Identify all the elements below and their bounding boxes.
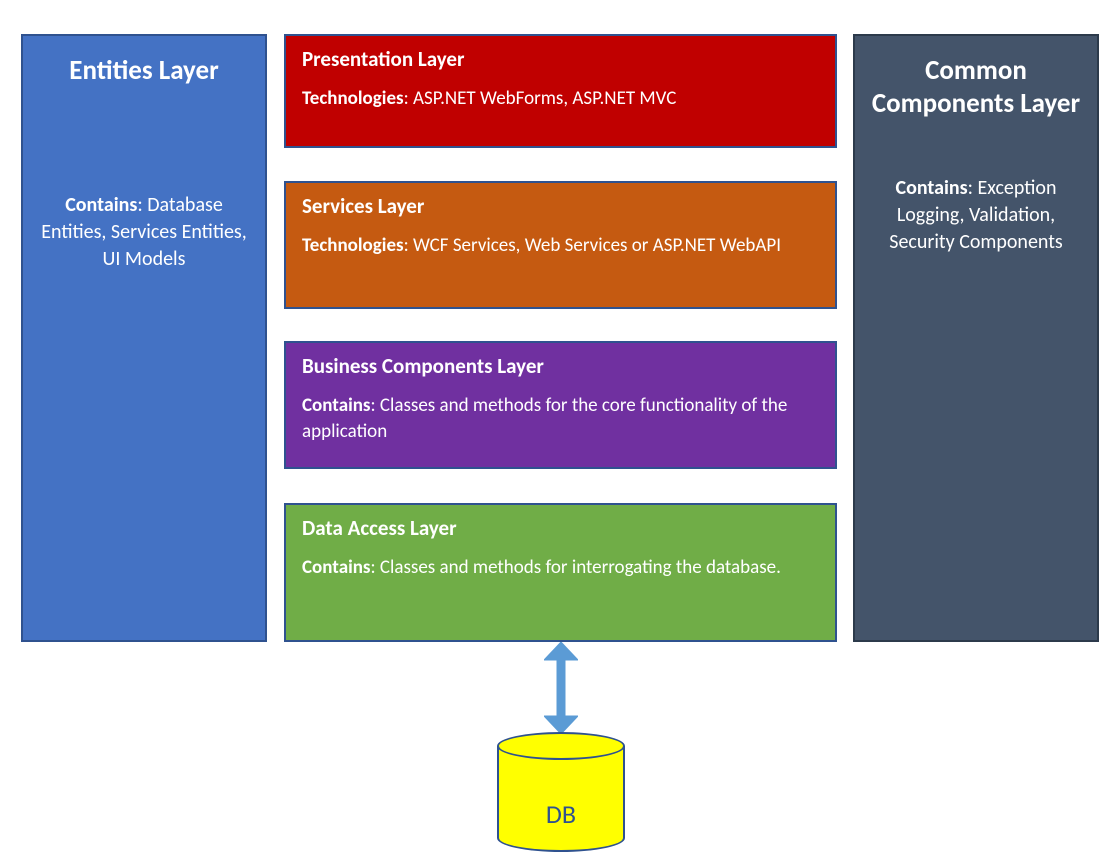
- data-access-label: Contains: [302, 556, 371, 579]
- database-cylinder: DB: [497, 732, 625, 852]
- entities-layer-box: Entities Layer Contains: Database Entiti…: [21, 34, 267, 642]
- presentation-title: Presentation Layer: [302, 46, 819, 72]
- presentation-body: Technologies: ASP.NET WebForms, ASP.NET …: [302, 86, 819, 112]
- data-access-layer-box: Data Access Layer Contains: Classes and …: [284, 503, 837, 642]
- common-layer-title: Common Components Layer: [869, 54, 1083, 120]
- entities-layer-body: Contains: Database Entities, Services En…: [37, 192, 251, 273]
- services-label: Technologies: [302, 234, 404, 257]
- common-layer-body: Contains: Exception Logging, Validation,…: [869, 175, 1083, 256]
- business-title: Business Components Layer: [302, 353, 819, 379]
- presentation-text: : ASP.NET WebForms, ASP.NET MVC: [404, 87, 677, 110]
- data-access-body: Contains: Classes and methods for interr…: [302, 555, 819, 581]
- services-text: : WCF Services, Web Services or ASP.NET …: [404, 234, 781, 257]
- services-layer-box: Services Layer Technologies: WCF Service…: [284, 181, 837, 309]
- entities-layer-title: Entities Layer: [37, 54, 251, 87]
- business-label: Contains: [302, 394, 371, 417]
- business-text: : Classes and methods for the core funct…: [302, 394, 787, 443]
- services-title: Services Layer: [302, 193, 819, 219]
- db-label: DB: [497, 798, 625, 830]
- common-components-layer-box: Common Components Layer Contains: Except…: [853, 34, 1099, 642]
- db-top-shape: [497, 732, 625, 760]
- entities-body-label: Contains: [65, 193, 137, 217]
- presentation-layer-box: Presentation Layer Technologies: ASP.NET…: [284, 34, 837, 148]
- common-body-label: Contains: [895, 176, 967, 200]
- data-access-title: Data Access Layer: [302, 515, 819, 541]
- services-body: Technologies: WCF Services, Web Services…: [302, 233, 819, 259]
- business-layer-box: Business Components Layer Contains: Clas…: [284, 341, 837, 469]
- presentation-label: Technologies: [302, 87, 404, 110]
- double-arrow-icon: [544, 642, 578, 734]
- data-access-text: : Classes and methods for interrogating …: [371, 556, 781, 579]
- business-body: Contains: Classes and methods for the co…: [302, 393, 819, 444]
- db-connector-arrow: [544, 642, 578, 734]
